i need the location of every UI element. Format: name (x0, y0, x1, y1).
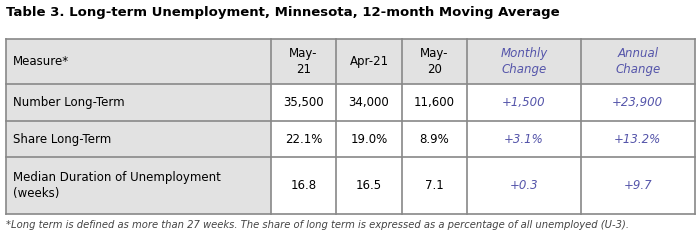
Text: +0.3: +0.3 (510, 179, 538, 192)
Text: Table 3. Long-term Unemployment, Minnesota, 12-month Moving Average: Table 3. Long-term Unemployment, Minneso… (6, 6, 559, 19)
Text: +9.7: +9.7 (623, 179, 652, 192)
Text: 34,000: 34,000 (348, 96, 389, 109)
Text: 11,600: 11,600 (414, 96, 455, 109)
Text: 19.0%: 19.0% (350, 133, 387, 146)
Text: May-
20: May- 20 (420, 47, 449, 76)
Text: +1,500: +1,500 (502, 96, 546, 109)
Text: Share Long-Term: Share Long-Term (13, 133, 111, 146)
Text: Monthly
Change: Monthly Change (500, 47, 548, 76)
Text: 16.8: 16.8 (290, 179, 317, 192)
Text: 22.1%: 22.1% (285, 133, 322, 146)
Text: Number Long-Term: Number Long-Term (13, 96, 124, 109)
Text: Median Duration of Unemployment
(weeks): Median Duration of Unemployment (weeks) (13, 171, 221, 200)
Text: 35,500: 35,500 (283, 96, 324, 109)
Text: 16.5: 16.5 (356, 179, 382, 192)
Text: 8.9%: 8.9% (419, 133, 450, 146)
Text: +23,900: +23,900 (612, 96, 663, 109)
Text: +3.1%: +3.1% (504, 133, 544, 146)
Text: *Long term is defined as more than 27 weeks. The share of long term is expressed: *Long term is defined as more than 27 we… (6, 220, 629, 230)
Text: 7.1: 7.1 (425, 179, 444, 192)
Text: May-
21: May- 21 (289, 47, 318, 76)
Text: Measure*: Measure* (13, 55, 68, 68)
Text: Apr-21: Apr-21 (350, 55, 389, 68)
Text: +13.2%: +13.2% (614, 133, 661, 146)
Text: Annual
Change: Annual Change (615, 47, 660, 76)
